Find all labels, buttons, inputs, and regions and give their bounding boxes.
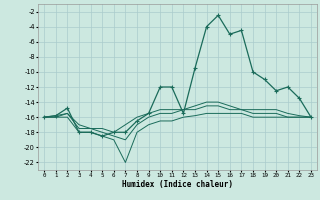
X-axis label: Humidex (Indice chaleur): Humidex (Indice chaleur) [122, 180, 233, 189]
